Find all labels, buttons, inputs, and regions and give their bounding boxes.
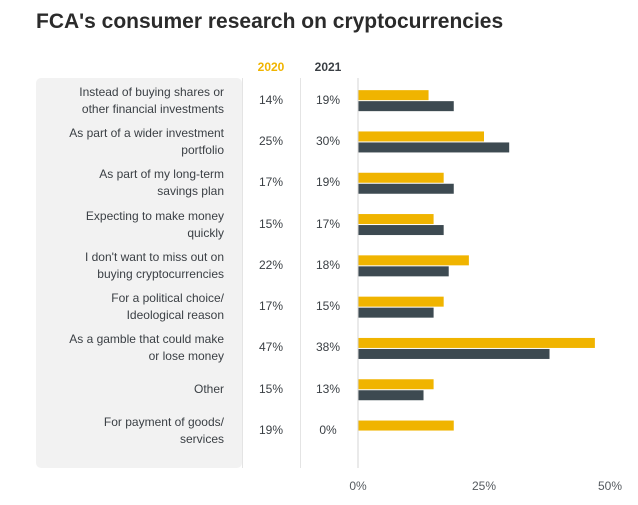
value-label-2021: 19% <box>315 175 341 190</box>
value-label-2020: 15% <box>258 216 284 231</box>
bar-2020 <box>358 90 429 101</box>
bar-2021 <box>358 142 510 153</box>
x-tick-label: 25% <box>472 479 496 493</box>
value-label-2020: 17% <box>258 299 284 314</box>
value-label-2020: 47% <box>258 340 284 355</box>
column-divider <box>242 78 243 468</box>
column-header-2021: 2021 <box>314 60 342 74</box>
bar-2020 <box>358 420 454 431</box>
value-label-2021: 19% <box>315 92 341 107</box>
chart-title: FCA's consumer research on cryptocurrenc… <box>36 10 504 33</box>
category-label: For payment of goods/ services <box>103 415 224 447</box>
value-label-2021: 13% <box>315 381 341 396</box>
category-label-panel <box>36 78 242 468</box>
value-label-2021: 38% <box>315 340 341 355</box>
bar-2020 <box>358 379 434 390</box>
x-tick-label: 0% <box>349 479 367 493</box>
column-divider <box>300 78 301 468</box>
bar-2021 <box>358 225 444 236</box>
category-label: Expecting to make money quickly <box>85 208 224 240</box>
bar-2021 <box>358 183 454 194</box>
bar-2020 <box>358 131 484 142</box>
category-label: Instead of buying shares or other financ… <box>79 84 224 116</box>
value-label-2021: 18% <box>315 257 341 272</box>
value-label-2020: 14% <box>258 92 284 107</box>
category-label: I don't want to miss out on buying crypt… <box>84 249 224 281</box>
category-label: Other <box>193 382 224 397</box>
value-label-2020: 15% <box>258 381 284 396</box>
bar-2020 <box>358 172 444 183</box>
value-label-2021: 30% <box>315 133 341 148</box>
bar-2020 <box>358 337 595 348</box>
bar-2020 <box>358 296 444 307</box>
bar-2021 <box>358 390 424 401</box>
x-tick-label: 50% <box>598 479 622 493</box>
value-label-2020: 19% <box>258 423 284 438</box>
category-label: For a political choice/ Ideological reas… <box>111 291 224 323</box>
column-header-2020: 2020 <box>257 60 285 74</box>
value-label-2020: 25% <box>258 133 284 148</box>
value-label-2021: 15% <box>315 299 341 314</box>
value-label-2020: 22% <box>258 257 284 272</box>
bar-2020 <box>358 214 434 225</box>
category-label: As part of my long-term savings plan <box>99 167 224 199</box>
category-label: As part of a wider investment portfolio <box>69 125 224 157</box>
bar-2021 <box>358 266 449 277</box>
value-label-2021: 17% <box>315 216 341 231</box>
bar-2021 <box>358 307 434 318</box>
bar-2021 <box>358 348 550 359</box>
bar-2020 <box>358 255 469 266</box>
value-label-2021: 0% <box>319 423 337 438</box>
category-label: As a gamble that could make or lose mone… <box>69 332 224 364</box>
value-label-2020: 17% <box>258 175 284 190</box>
bar-2021 <box>358 101 454 112</box>
